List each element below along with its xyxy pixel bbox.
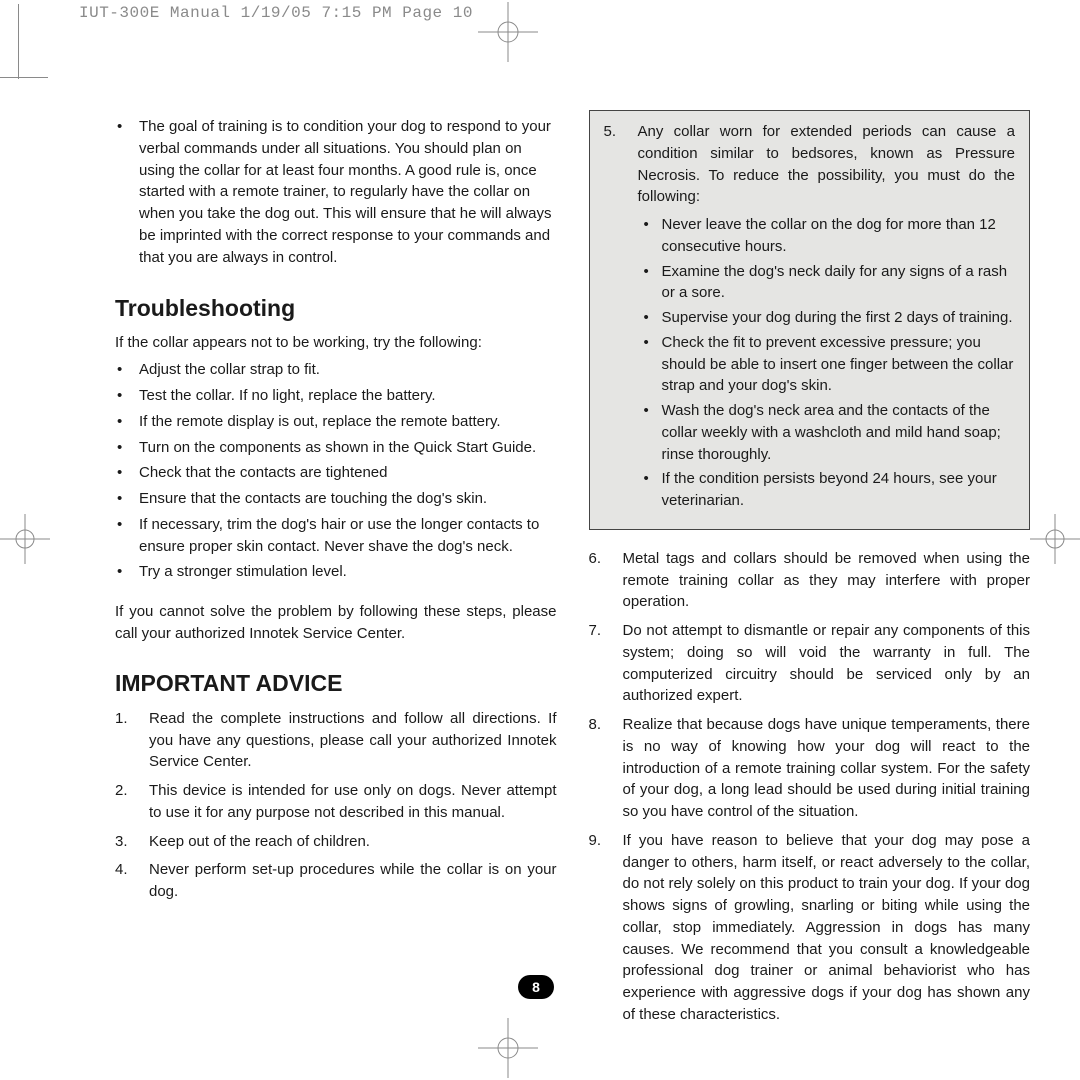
advice-item-number: 2. bbox=[115, 780, 139, 802]
troubleshooting-item: Check that the contacts are tightened bbox=[115, 462, 557, 484]
warning-box: 5. Any collar worn for extended periods … bbox=[589, 110, 1031, 530]
advice-item: 9.If you have reason to believe that you… bbox=[589, 830, 1031, 1026]
troubleshooting-list: Adjust the collar strap to fit. Test the … bbox=[115, 359, 557, 583]
troubleshooting-item: Adjust the collar strap to fit. bbox=[115, 359, 557, 381]
box-sub-item: Wash the dog's neck area and the contact… bbox=[638, 400, 1016, 465]
box-sub-item: Supervise your dog during the first 2 da… bbox=[638, 307, 1016, 329]
troubleshooting-item: Test the collar. If no light, replace th… bbox=[115, 385, 557, 407]
intro-bullet: The goal of training is to condition you… bbox=[115, 116, 557, 268]
registration-mark-right bbox=[1030, 514, 1080, 564]
box-sub-list: Never leave the collar on the dog for mo… bbox=[638, 214, 1016, 512]
crop-mark-v bbox=[18, 4, 19, 79]
advice-item: 4.Never perform set-up procedures while … bbox=[115, 859, 557, 903]
box-item-lead: Any collar worn for extended periods can… bbox=[638, 123, 1016, 205]
box-item-5: 5. Any collar worn for extended periods … bbox=[604, 121, 1016, 512]
advice-item: 2.This device is intended for use only o… bbox=[115, 780, 557, 824]
troubleshooting-outro: If you cannot solve the problem by follo… bbox=[115, 601, 557, 645]
registration-mark-bottom bbox=[478, 1018, 538, 1078]
troubleshooting-item: If necessary, trim the dog's hair or use… bbox=[115, 514, 557, 558]
advice-item-number: 9. bbox=[589, 830, 613, 852]
troubleshooting-intro: If the collar appears not to be working,… bbox=[115, 332, 557, 354]
advice-item: 3.Keep out of the reach of children. bbox=[115, 831, 557, 853]
box-sub-item: Check the fit to prevent excessive press… bbox=[638, 332, 1016, 397]
column-right: 5. Any collar worn for extended periods … bbox=[589, 110, 1031, 1010]
important-advice-heading: IMPORTANT ADVICE bbox=[115, 667, 557, 700]
intro-bullet-list: The goal of training is to condition you… bbox=[115, 116, 557, 268]
advice-item: 6.Metal tags and collars should be remov… bbox=[589, 548, 1031, 613]
crop-mark-h bbox=[0, 77, 48, 78]
advice-item-number: 4. bbox=[115, 859, 139, 881]
advice-item-number: 1. bbox=[115, 708, 139, 730]
manual-page: IUT-300E Manual 1/19/05 7:15 PM Page 10 bbox=[0, 0, 1080, 1080]
advice-item: 1.Read the complete instructions and fol… bbox=[115, 708, 557, 773]
box-item-number: 5. bbox=[604, 121, 628, 143]
troubleshooting-item: If the remote display is out, replace th… bbox=[115, 411, 557, 433]
content-columns: The goal of training is to condition you… bbox=[115, 110, 1030, 1010]
troubleshooting-item: Turn on the components as shown in the Q… bbox=[115, 437, 557, 459]
advice-item: 7.Do not attempt to dismantle or repair … bbox=[589, 620, 1031, 707]
page-number-badge: 8 bbox=[518, 975, 554, 999]
advice-list-left: 1.Read the complete instructions and fol… bbox=[115, 708, 557, 903]
slug-line: IUT-300E Manual 1/19/05 7:15 PM Page 10 bbox=[79, 4, 473, 22]
troubleshooting-heading: Troubleshooting bbox=[115, 292, 557, 325]
advice-item-number: 3. bbox=[115, 831, 139, 853]
advice-item: 8.Realize that because dogs have unique … bbox=[589, 714, 1031, 823]
troubleshooting-item: Ensure that the contacts are touching th… bbox=[115, 488, 557, 510]
advice-item-number: 7. bbox=[589, 620, 613, 642]
advice-item-number: 8. bbox=[589, 714, 613, 736]
registration-mark-top bbox=[478, 2, 538, 62]
advice-list-right: 6.Metal tags and collars should be remov… bbox=[589, 548, 1031, 1026]
troubleshooting-item: Try a stronger stimulation level. bbox=[115, 561, 557, 583]
registration-mark-left bbox=[0, 514, 50, 564]
box-sub-item: Examine the dog's neck daily for any sig… bbox=[638, 261, 1016, 305]
box-list: 5. Any collar worn for extended periods … bbox=[604, 121, 1016, 512]
box-sub-item: Never leave the collar on the dog for mo… bbox=[638, 214, 1016, 258]
column-left: The goal of training is to condition you… bbox=[115, 110, 557, 1010]
advice-item-number: 6. bbox=[589, 548, 613, 570]
box-sub-item: If the condition persists beyond 24 hour… bbox=[638, 468, 1016, 512]
